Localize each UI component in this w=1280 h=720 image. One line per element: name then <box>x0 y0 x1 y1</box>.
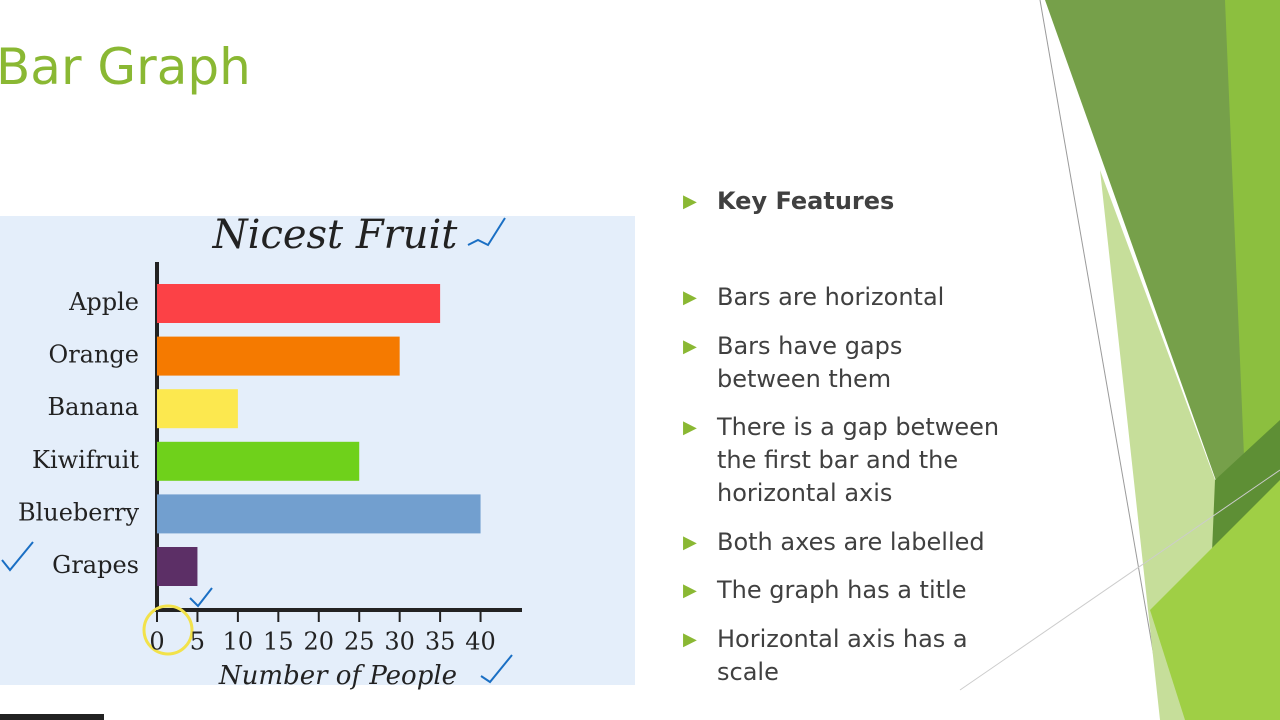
bullet-marker: ▶ <box>683 287 697 308</box>
bar <box>157 547 198 586</box>
deco-line <box>1039 0 1166 720</box>
bullet-text: Horizontal axis has a scale <box>717 625 968 686</box>
bullet: ▶ Key Features <box>683 185 1013 218</box>
check-mark <box>189 587 213 608</box>
bullet-text: The graph has a title <box>717 576 967 604</box>
bar <box>157 494 481 534</box>
bullet: ▶ Bars are horizontal <box>683 281 1013 314</box>
deco-shape <box>1150 480 1280 720</box>
bullet: ▶ Horizontal axis has a scale <box>683 623 1013 689</box>
y-tick-label: Grapes <box>52 551 139 579</box>
y-tick-label: Kiwifruit <box>32 446 139 474</box>
taskbar-fragment <box>0 714 104 720</box>
x-tick-label: 0 <box>149 628 164 656</box>
check-mark <box>480 654 513 684</box>
cursor-highlight <box>142 604 194 656</box>
x-tick-label: 25 <box>344 628 375 656</box>
slide-title: Bar Graph <box>0 38 251 96</box>
bullet: ▶ Bars have gaps between them <box>683 330 1013 396</box>
x-tick-label: 40 <box>465 628 496 656</box>
bullet-text: There is a gap between the first bar and… <box>717 413 1000 507</box>
bullet-marker: ▶ <box>683 417 697 438</box>
x-tick-label: 5 <box>190 628 205 656</box>
y-tick-label: Orange <box>49 341 139 369</box>
x-axis-label: Number of People <box>218 661 457 691</box>
x-tick-label: 10 <box>223 628 254 656</box>
bullet-text: Both axes are labelled <box>717 528 985 556</box>
x-tick-label: 15 <box>263 628 294 656</box>
x-tick-label: 20 <box>304 628 335 656</box>
bullet-text: Bars are horizontal <box>717 283 945 311</box>
y-tick-label: Blueberry <box>18 498 139 526</box>
bullet: ▶ Both axes are labelled <box>683 526 1013 559</box>
deco-shape <box>1045 0 1280 560</box>
bar <box>157 389 238 429</box>
bullet-marker: ▶ <box>683 629 697 650</box>
bar <box>157 441 360 481</box>
y-tick-label: Banana <box>48 393 139 421</box>
bar <box>157 336 400 376</box>
bullet-marker: ▶ <box>683 336 697 357</box>
bullet: ▶ There is a gap between the first bar an… <box>683 411 1013 510</box>
check-mark <box>1 541 34 572</box>
bullet-marker: ▶ <box>683 580 697 601</box>
check-mark <box>467 217 506 247</box>
chart-title: Nicest Fruit <box>212 212 459 258</box>
bullet-marker: ▶ <box>683 532 697 553</box>
x-tick-label: 35 <box>425 628 456 656</box>
deco-line <box>959 469 1280 691</box>
bar <box>157 284 441 323</box>
bullet-text: Bars have gaps between them <box>717 332 903 393</box>
bullet: ▶ The graph has a title <box>683 574 1013 607</box>
bullet-text: Key Features <box>717 187 895 215</box>
y-tick-label: Apple <box>68 288 139 316</box>
x-tick-label: 30 <box>384 628 415 656</box>
bullet-marker: ▶ <box>683 191 697 212</box>
